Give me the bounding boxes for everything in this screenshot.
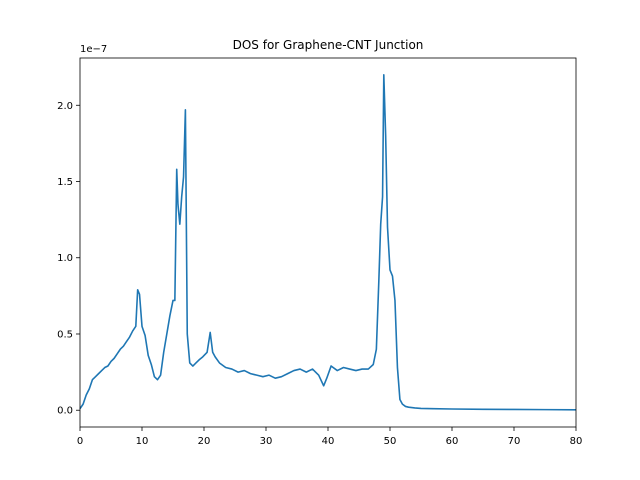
y-tick-label: 0.5 — [57, 329, 73, 340]
y-offset-label: 1e−7 — [80, 44, 107, 55]
x-tick-label: 80 — [570, 436, 583, 447]
y-tick-label: 2.0 — [57, 101, 73, 112]
series-line-0 — [79, 73, 577, 411]
axis-ticks: 0 10 20 30 40 50 60 70 80 0.0 0.5 1.0 1.5 2.0 — [57, 101, 582, 447]
y-tick-label: 1.0 — [57, 253, 73, 264]
y-tick-label: 1.5 — [57, 177, 73, 188]
x-tick-label: 60 — [446, 436, 459, 447]
plot-area — [79, 73, 577, 411]
x-tick-label: 50 — [384, 436, 397, 447]
x-tick-label: 10 — [136, 436, 149, 447]
x-tick-label: 20 — [198, 436, 211, 447]
x-tick-label: 30 — [260, 436, 273, 447]
chart-title: DOS for Graphene-CNT Junction — [233, 38, 424, 52]
x-tick-label: 0 — [77, 436, 83, 447]
x-tick-label: 40 — [322, 436, 335, 447]
y-tick-label: 0.0 — [57, 406, 73, 417]
x-tick-label: 70 — [508, 436, 521, 447]
